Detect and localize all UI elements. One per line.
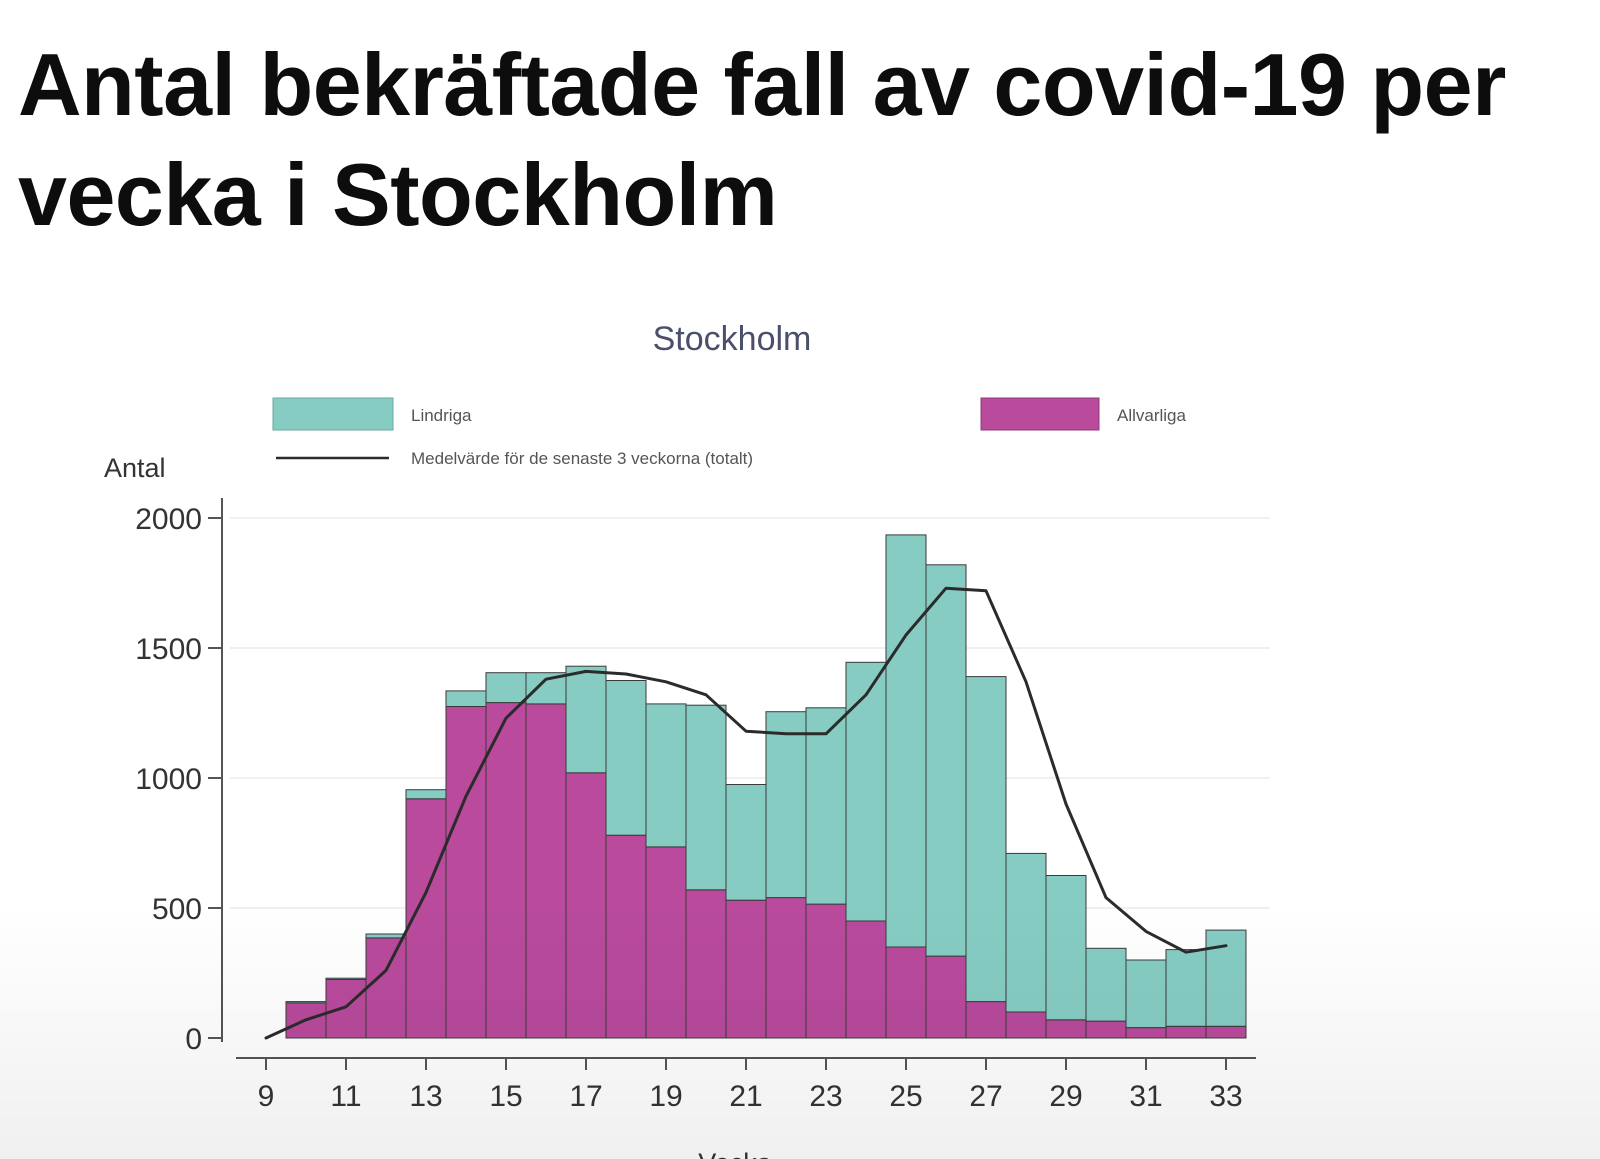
gridlines: [230, 517, 1270, 909]
bar-lindriga-week-22: [765, 711, 807, 899]
bars: [285, 534, 1247, 1039]
bar-allvarliga-week-29: [1045, 1019, 1087, 1039]
x-tick-label: 29: [1049, 1080, 1082, 1113]
x-tick-label: 27: [969, 1080, 1002, 1113]
x-tick-label: 13: [409, 1080, 442, 1113]
bar-lindriga-week-12: [365, 933, 407, 939]
bar-lindriga-week-31: [1125, 959, 1167, 1029]
y-tick-label: 1500: [135, 633, 202, 666]
bar-lindriga-week-30: [1085, 947, 1127, 1022]
bar-allvarliga-week-27: [965, 1001, 1007, 1039]
x-tick-label: 21: [729, 1080, 762, 1113]
x-tick-label: 11: [330, 1080, 361, 1113]
bar-allvarliga-week-12: [365, 937, 407, 1039]
bar-allvarliga-week-17: [565, 772, 607, 1039]
average-line-layer: [264, 586, 1228, 1040]
bar-allvarliga-week-18: [605, 834, 647, 1039]
bar-lindriga-week-13: [405, 789, 447, 800]
slide-title-line-2: vecka i Stockholm: [18, 145, 778, 244]
y-tick-label: 0: [185, 1023, 202, 1056]
bar-allvarliga-week-25: [885, 946, 927, 1039]
x-tick-label: 23: [809, 1080, 842, 1113]
bar-lindriga-week-14: [445, 690, 487, 708]
x-tick-label: 17: [569, 1080, 602, 1113]
bar-lindriga-week-26: [925, 564, 967, 957]
y-tick-label: 500: [152, 893, 202, 926]
bar-lindriga-week-21: [725, 784, 767, 901]
bar-allvarliga-week-32: [1165, 1025, 1207, 1039]
x-tick-label: 19: [649, 1080, 682, 1113]
bar-allvarliga-week-20: [685, 889, 727, 1039]
bar-allvarliga-week-19: [645, 846, 687, 1039]
axes: 0 500 1000 1500 2000 9 11 13 15 17 19 21 23 25 27 29 31 3…: [135, 498, 1256, 1113]
bar-lindriga-week-28: [1005, 852, 1047, 1013]
x-tick-label: 15: [489, 1080, 522, 1113]
y-tick-label: 2000: [135, 503, 202, 536]
bar-allvarliga-week-33: [1205, 1025, 1247, 1039]
bar-allvarliga-week-30: [1085, 1020, 1127, 1039]
legend-label-allvarliga: Allvarliga: [1117, 406, 1187, 425]
bar-lindriga-week-10: [285, 1001, 327, 1004]
bar-allvarliga-week-16: [525, 703, 567, 1039]
bar-allvarliga-week-14: [445, 706, 487, 1039]
y-tick-label: 1000: [135, 763, 202, 796]
legend-label-average-line: Medelvärde för de senaste 3 veckorna (to…: [411, 449, 753, 468]
bar-lindriga-week-11: [325, 977, 367, 981]
bar-allvarliga-week-26: [925, 955, 967, 1039]
bar-allvarliga-week-28: [1005, 1011, 1047, 1039]
bar-allvarliga-week-31: [1125, 1027, 1167, 1039]
bar-lindriga-week-25: [885, 534, 927, 948]
legend-swatch-allvarliga: [980, 397, 1100, 431]
slide-title-line-1: Antal bekräftade fall av covid-19 per: [18, 35, 1506, 134]
x-tick-label: 31: [1129, 1080, 1162, 1113]
x-tick-label: 33: [1209, 1080, 1242, 1113]
legend: Lindriga Allvarliga Medelvärde för de se…: [272, 397, 1187, 468]
bar-allvarliga-week-11: [325, 979, 367, 1039]
bar-lindriga-week-29: [1045, 875, 1087, 1021]
bar-lindriga-week-18: [605, 680, 647, 836]
slide-title: Antal bekräftade fall av covid-19 per ve…: [18, 30, 1600, 250]
x-tick-label: 25: [889, 1080, 922, 1113]
average-line: [264, 586, 1228, 1040]
bar-allvarliga-week-22: [765, 897, 807, 1039]
bar-allvarliga-week-24: [845, 920, 887, 1039]
legend-swatch-lindriga: [272, 397, 394, 431]
bar-lindriga-week-27: [965, 676, 1007, 1003]
bar-allvarliga-week-21: [725, 899, 767, 1039]
bar-lindriga-week-17: [565, 665, 607, 774]
bar-lindriga-week-19: [645, 703, 687, 848]
bar-allvarliga-week-23: [805, 903, 847, 1039]
chart-title: Stockholm: [653, 320, 812, 358]
bar-lindriga-week-23: [805, 707, 847, 905]
legend-label-lindriga: Lindriga: [411, 406, 472, 425]
bar-allvarliga-week-15: [485, 702, 527, 1039]
bar-lindriga-week-15: [485, 672, 527, 704]
x-axis-label: Vecka: [698, 1148, 773, 1159]
bar-lindriga-week-20: [685, 704, 727, 891]
x-tick-label: 9: [258, 1080, 275, 1113]
y-axis-label: Antal: [104, 453, 166, 483]
bar-lindriga-week-24: [845, 661, 887, 922]
bar-lindriga-week-32: [1165, 949, 1207, 1027]
